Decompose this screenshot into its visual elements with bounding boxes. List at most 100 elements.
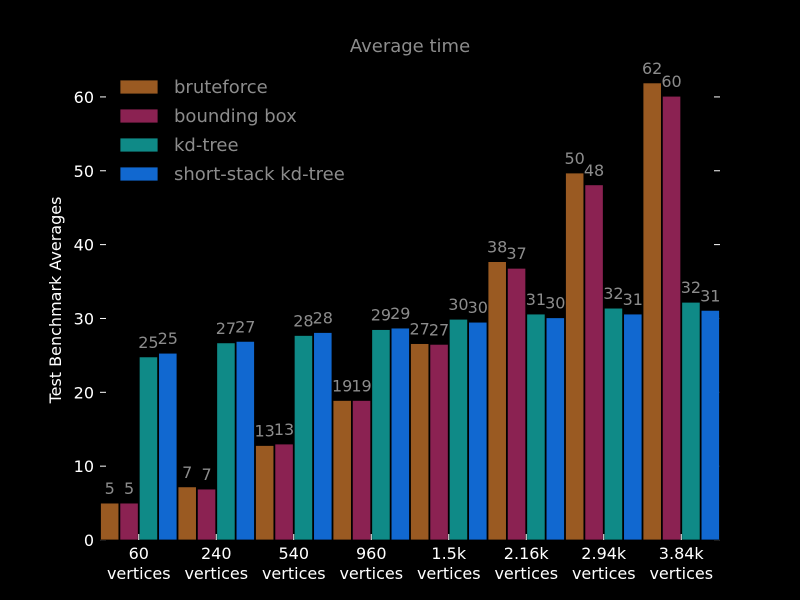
x-tick-label: 240 — [201, 544, 232, 563]
bar-bruteforce-1 — [177, 486, 197, 541]
x-tick-label: vertices — [417, 564, 481, 583]
data-label: 48 — [584, 161, 604, 180]
data-label: 37 — [506, 244, 526, 263]
x-tick-label: vertices — [649, 564, 713, 583]
bar-bounding-box-5 — [506, 267, 527, 541]
data-label: 28 — [313, 308, 333, 327]
legend-label-short-stack-kd-tree: short-stack kd-tree — [174, 164, 345, 185]
bar-bounding-box-3 — [351, 400, 372, 541]
data-label: 27 — [410, 320, 430, 339]
legend-swatch-bruteforce — [119, 79, 159, 95]
legend: bruteforce bounding box kd-tree short-stack… — [119, 77, 345, 185]
y-tick-label: 60 — [74, 88, 94, 107]
bar-kd-tree-0 — [138, 356, 159, 541]
legend-label-bruteforce: bruteforce — [174, 77, 268, 98]
bar-bounding-box-2 — [274, 443, 294, 541]
bar-kd-tree-5 — [526, 313, 546, 541]
x-tick-label: 3.84k — [659, 544, 705, 563]
bar-bruteforce-2 — [255, 445, 275, 541]
bar-bruteforce-4 — [410, 343, 430, 541]
data-label: 50 — [565, 149, 585, 168]
y-tick-label: 10 — [74, 457, 94, 476]
y-axis-label: Test Benchmark Averages — [46, 197, 65, 405]
y-tick-label: 0 — [84, 531, 94, 550]
bar-kd-tree-7 — [681, 301, 701, 541]
bars — [100, 82, 720, 541]
bar-short-stack-kd-tree-7 — [700, 309, 720, 541]
x-axis: 60vertices240vertices540vertices960verti… — [107, 534, 713, 583]
data-label: 32 — [603, 284, 623, 303]
data-label: 27 — [216, 319, 236, 338]
bar-bruteforce-0 — [100, 502, 120, 541]
x-tick-label: vertices — [184, 564, 248, 583]
x-tick-label: vertices — [494, 564, 558, 583]
bar-bounding-box-6 — [584, 184, 604, 541]
y-tick-label: 50 — [74, 162, 94, 181]
legend-swatch-kd-tree — [119, 137, 159, 153]
data-label: 19 — [351, 376, 371, 395]
x-tick-label: 2.16k — [504, 544, 550, 563]
y-axis: 0 10 20 30 40 50 60 — [74, 88, 720, 550]
data-label: 13 — [274, 420, 294, 439]
bar-bounding-box-7 — [661, 95, 682, 541]
x-tick-label: 2.94k — [581, 544, 627, 563]
data-label: 13 — [255, 421, 275, 440]
x-tick-label: 60 — [129, 544, 149, 563]
bar-bruteforce-5 — [487, 261, 507, 541]
x-tick-label: 1.5k — [431, 544, 466, 563]
bar-bounding-box-0 — [119, 502, 139, 541]
data-label: 7 — [182, 463, 192, 482]
data-label: 25 — [158, 329, 178, 348]
x-tick-label: 960 — [356, 544, 387, 563]
x-tick-label: vertices — [107, 564, 171, 583]
x-tick-label: vertices — [572, 564, 636, 583]
bar-short-stack-kd-tree-6 — [623, 313, 643, 541]
bar-short-stack-kd-tree-1 — [235, 340, 255, 541]
data-label: 5 — [105, 479, 115, 498]
legend-swatch-bounding-box — [119, 108, 159, 124]
data-label: 29 — [371, 306, 391, 325]
bar-bounding-box-4 — [429, 343, 449, 541]
data-label: 28 — [293, 311, 313, 330]
data-label: 32 — [681, 278, 701, 297]
y-tick-label: 40 — [74, 236, 94, 255]
y-tick-label: 30 — [74, 309, 94, 328]
bar-bruteforce-7 — [642, 82, 662, 541]
data-label: 38 — [487, 238, 507, 257]
x-tick-label: vertices — [339, 564, 403, 583]
data-label: 30 — [545, 294, 565, 313]
bar-bruteforce-3 — [332, 400, 352, 541]
data-label: 19 — [332, 376, 352, 395]
bar-short-stack-kd-tree-3 — [390, 327, 410, 541]
bar-short-stack-kd-tree-2 — [313, 332, 333, 541]
bar-bruteforce-6 — [565, 172, 585, 541]
y-tick-label: 20 — [74, 383, 94, 402]
bar-bounding-box-1 — [196, 488, 217, 541]
x-tick-label: 540 — [278, 544, 309, 563]
bar-kd-tree-1 — [216, 342, 236, 541]
data-label: 5 — [124, 479, 134, 498]
data-label: 62 — [642, 59, 662, 78]
bar-kd-tree-4 — [448, 318, 469, 541]
data-label: 31 — [700, 286, 720, 305]
bar-short-stack-kd-tree-4 — [468, 321, 488, 541]
data-label: 7 — [201, 465, 211, 484]
legend-label-kd-tree: kd-tree — [174, 135, 239, 156]
bar-kd-tree-6 — [603, 307, 624, 541]
bar-kd-tree-3 — [371, 329, 391, 541]
data-label: 31 — [623, 290, 643, 309]
legend-label-bounding-box: bounding box — [174, 106, 297, 127]
bar-short-stack-kd-tree-5 — [545, 317, 565, 541]
data-label: 29 — [390, 304, 410, 323]
data-label: 30 — [468, 298, 488, 317]
data-label: 60 — [661, 72, 681, 91]
data-label: 31 — [526, 290, 546, 309]
data-label: 25 — [138, 333, 158, 352]
bar-short-stack-kd-tree-0 — [158, 352, 178, 541]
data-label: 30 — [448, 295, 468, 314]
data-label: 27 — [235, 317, 255, 336]
chart-title: Average time — [350, 36, 470, 57]
x-tick-label: vertices — [262, 564, 326, 583]
